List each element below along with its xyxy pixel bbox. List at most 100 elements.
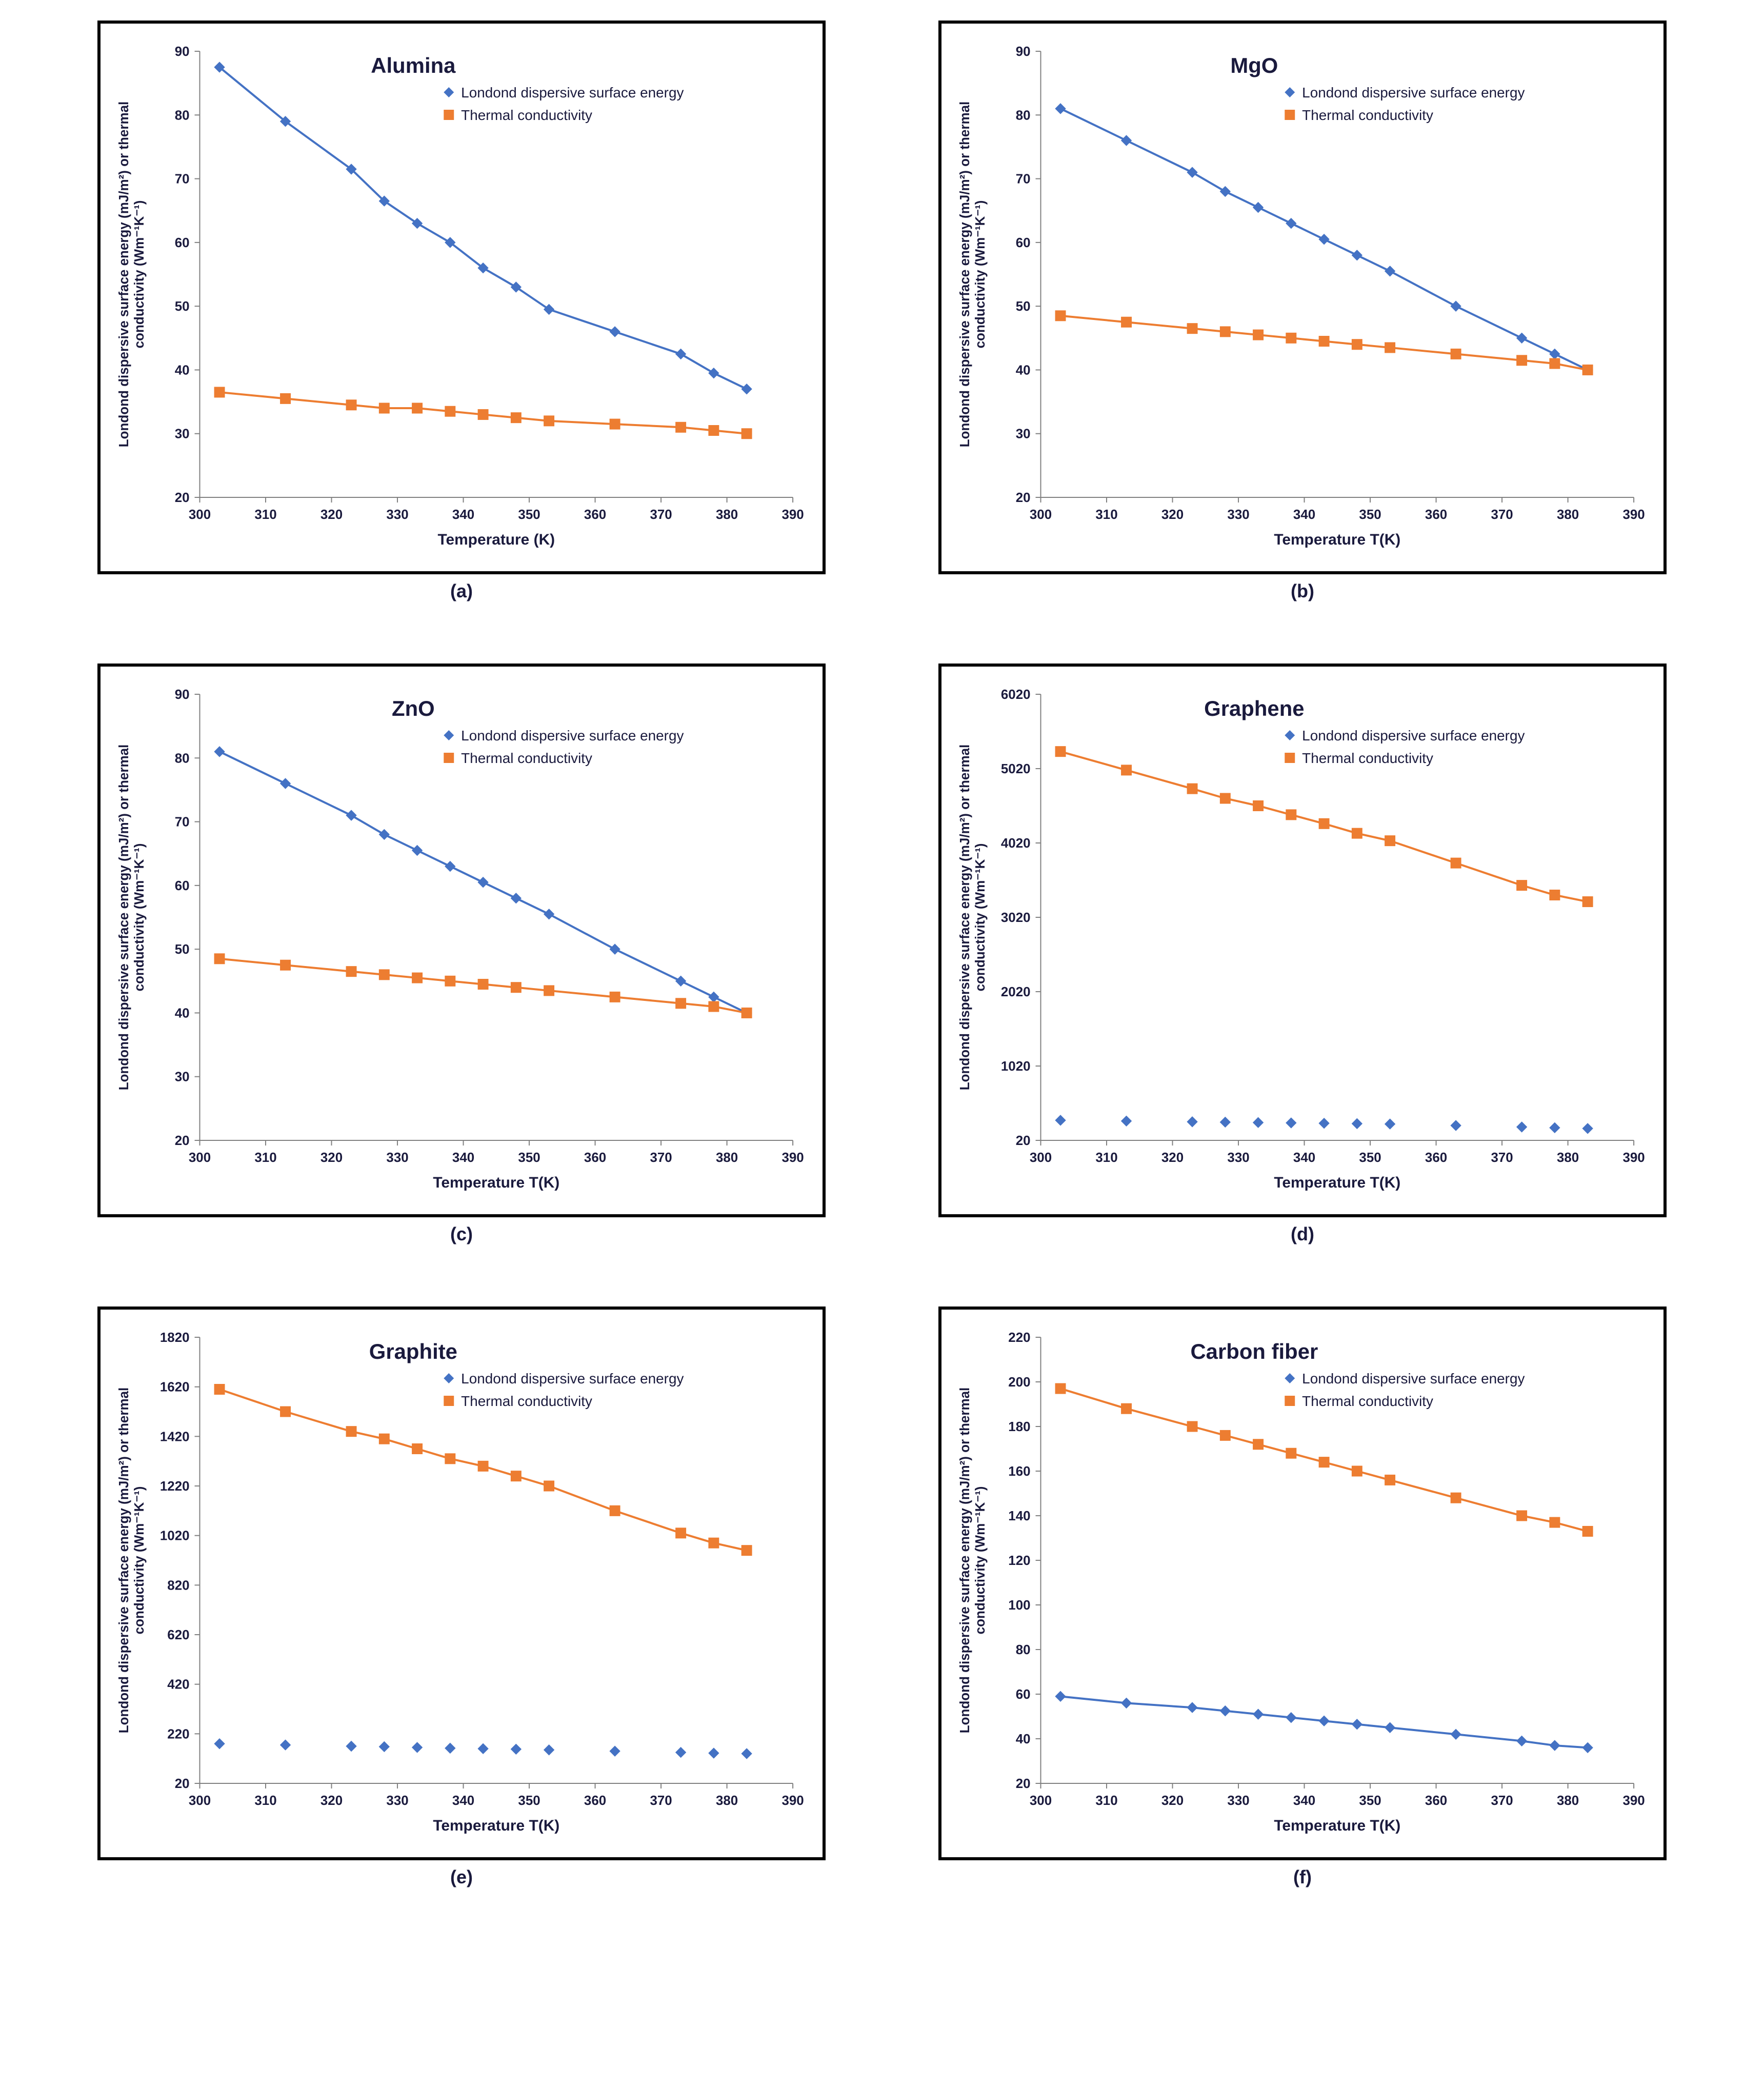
chart-svg-e: 3003103203303403503603703803902022042062… (113, 1322, 808, 1845)
svg-text:340: 340 (452, 507, 474, 522)
svg-text:330: 330 (1227, 1793, 1249, 1808)
svg-text:300: 300 (1030, 1150, 1052, 1165)
svg-text:330: 330 (386, 507, 408, 522)
svg-text:90: 90 (175, 687, 190, 702)
chart-svg-d: 3003103203303403503603703803902010202020… (954, 679, 1649, 1202)
svg-text:Londond dispersive surface ene: Londond dispersive surface energy (1302, 85, 1525, 101)
svg-text:Londond dispersive surface ene: Londond dispersive surface energy (461, 728, 684, 743)
svg-text:330: 330 (1227, 507, 1249, 522)
svg-text:300: 300 (189, 1793, 211, 1808)
svg-text:Thermal conductivity: Thermal conductivity (461, 107, 592, 123)
svg-text:310: 310 (254, 1150, 276, 1165)
svg-text:20: 20 (175, 490, 190, 505)
svg-text:40: 40 (175, 1005, 190, 1020)
svg-text:20: 20 (175, 1133, 190, 1148)
svg-text:330: 330 (386, 1150, 408, 1165)
svg-text:50: 50 (175, 941, 190, 957)
svg-text:70: 70 (175, 171, 190, 187)
chart-svg-a: 3003103203303403503603703803902030405060… (113, 36, 808, 559)
svg-text:1020: 1020 (1001, 1058, 1031, 1074)
svg-text:Londond dispersive surface ene: Londond dispersive surface energy (mJ/m²… (957, 745, 988, 1091)
svg-text:340: 340 (452, 1150, 474, 1165)
svg-text:340: 340 (1293, 1150, 1315, 1165)
svg-text:MgO: MgO (1230, 53, 1278, 77)
svg-text:Thermal conductivity: Thermal conductivity (461, 1393, 592, 1409)
svg-text:360: 360 (584, 1793, 606, 1808)
svg-text:370: 370 (650, 507, 672, 522)
svg-text:Temperature T(K): Temperature T(K) (1274, 1817, 1400, 1834)
svg-text:1020: 1020 (160, 1528, 190, 1543)
svg-text:390: 390 (781, 1793, 804, 1808)
chart-caption-c: (c) (450, 1223, 473, 1245)
svg-text:300: 300 (189, 1150, 211, 1165)
svg-text:20: 20 (175, 1776, 190, 1791)
svg-text:370: 370 (650, 1150, 672, 1165)
svg-text:300: 300 (1030, 507, 1052, 522)
svg-text:Londond dispersive surface ene: Londond dispersive surface energy (mJ/m²… (116, 745, 147, 1091)
svg-text:Temperature T(K): Temperature T(K) (433, 1817, 559, 1834)
svg-text:Alumina: Alumina (371, 53, 456, 77)
svg-text:300: 300 (189, 507, 211, 522)
svg-text:380: 380 (1557, 1150, 1579, 1165)
svg-text:Londond dispersive surface ene: Londond dispersive surface energy (461, 85, 684, 101)
chart-panel-c: 3003103203303403503603703803902030405060… (97, 664, 826, 1217)
svg-text:Londond dispersive surface ene: Londond dispersive surface energy (mJ/m²… (116, 1388, 147, 1734)
svg-text:1220: 1220 (160, 1478, 190, 1494)
svg-text:Temperature T(K): Temperature T(K) (433, 1174, 559, 1191)
svg-text:40: 40 (175, 362, 190, 377)
svg-text:1620: 1620 (160, 1379, 190, 1395)
svg-text:Thermal conductivity: Thermal conductivity (1302, 1393, 1433, 1409)
svg-text:20: 20 (1016, 1776, 1031, 1791)
svg-text:390: 390 (1622, 507, 1645, 522)
svg-text:360: 360 (1425, 1793, 1447, 1808)
chart-svg-f: 3003103203303403503603703803902040608010… (954, 1322, 1649, 1845)
svg-text:70: 70 (175, 814, 190, 830)
svg-text:320: 320 (320, 1793, 343, 1808)
svg-text:1420: 1420 (160, 1429, 190, 1444)
svg-text:4020: 4020 (1001, 835, 1031, 851)
svg-text:390: 390 (1622, 1150, 1645, 1165)
svg-text:340: 340 (1293, 507, 1315, 522)
svg-text:310: 310 (254, 1793, 276, 1808)
chart-cell-e: 3003103203303403503603703803902022042062… (62, 1307, 861, 1888)
svg-text:Londond dispersive surface ene: Londond dispersive surface energy (1302, 1371, 1525, 1386)
svg-text:340: 340 (1293, 1793, 1315, 1808)
chart-svg-c: 3003103203303403503603703803902030405060… (113, 679, 808, 1202)
svg-text:360: 360 (584, 507, 606, 522)
svg-text:350: 350 (518, 1150, 540, 1165)
chart-panel-f: 3003103203303403503603703803902040608010… (938, 1307, 1667, 1860)
svg-text:310: 310 (1095, 1150, 1117, 1165)
svg-text:30: 30 (1016, 426, 1031, 441)
svg-text:Londond dispersive surface ene: Londond dispersive surface energy (1302, 728, 1525, 743)
chart-panel-d: 3003103203303403503603703803902010202020… (938, 664, 1667, 1217)
svg-text:90: 90 (1016, 44, 1031, 59)
svg-text:350: 350 (518, 507, 540, 522)
chart-panel-a: 3003103203303403503603703803902030405060… (97, 21, 826, 574)
chart-panel-e: 3003103203303403503603703803902022042062… (97, 1307, 826, 1860)
svg-text:3020: 3020 (1001, 910, 1031, 925)
svg-text:180: 180 (1008, 1419, 1030, 1434)
svg-text:60: 60 (1016, 1686, 1031, 1702)
svg-text:Temperature (K): Temperature (K) (437, 531, 555, 548)
svg-text:320: 320 (320, 1150, 343, 1165)
svg-text:70: 70 (1016, 171, 1031, 187)
svg-text:310: 310 (254, 507, 276, 522)
svg-text:140: 140 (1008, 1508, 1030, 1523)
svg-text:350: 350 (518, 1793, 540, 1808)
svg-text:40: 40 (1016, 362, 1031, 377)
svg-text:320: 320 (1161, 507, 1184, 522)
svg-text:6020: 6020 (1001, 687, 1031, 702)
svg-text:60: 60 (175, 878, 190, 893)
svg-text:20: 20 (1016, 490, 1031, 505)
svg-text:Londond dispersive surface ene: Londond dispersive surface energy (mJ/m²… (116, 102, 147, 448)
svg-text:380: 380 (716, 1793, 738, 1808)
svg-text:Londond dispersive surface ene: Londond dispersive surface energy (mJ/m²… (957, 102, 988, 448)
chart-svg-b: 3003103203303403503603703803902030405060… (954, 36, 1649, 559)
svg-text:80: 80 (1016, 1642, 1031, 1657)
svg-text:820: 820 (167, 1577, 189, 1593)
svg-text:Graphite: Graphite (369, 1339, 457, 1363)
svg-text:220: 220 (167, 1726, 189, 1741)
chart-cell-b: 3003103203303403503603703803902030405060… (903, 21, 1702, 602)
svg-text:320: 320 (1161, 1793, 1184, 1808)
chart-cell-f: 3003103203303403503603703803902040608010… (903, 1307, 1702, 1888)
